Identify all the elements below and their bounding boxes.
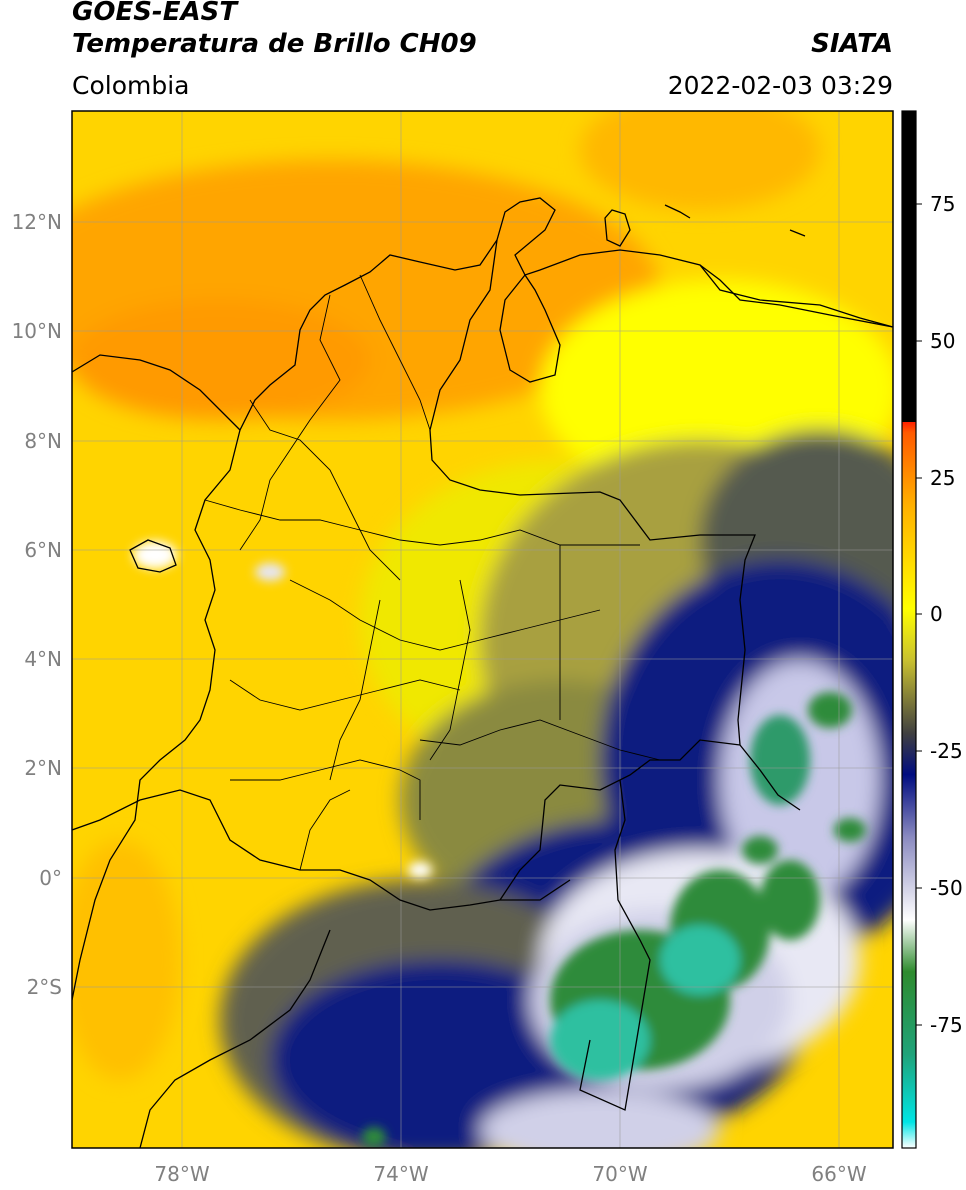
colorbar-ticks — [916, 203, 922, 1026]
lat-tick-label: 6°N — [24, 538, 62, 562]
colorbar-tick-label: -25 — [930, 739, 963, 763]
title-satellite: GOES-EAST — [72, 0, 238, 27]
peru-border — [579, 779, 651, 1111]
boundaries — [72, 197, 893, 1148]
lon-tick-label: 78°W — [154, 1162, 210, 1186]
lat-tick-label: 2°S — [26, 975, 62, 999]
colorbar-tick-label: 0 — [930, 602, 943, 626]
brand-label: SIATA — [811, 29, 893, 59]
peru-coast — [139, 929, 331, 1148]
ecuador-border — [72, 789, 571, 911]
datetime-label: 2022-02-03 03:29 — [667, 71, 893, 100]
pacific-coast — [72, 429, 241, 1001]
region-label: Colombia — [72, 71, 190, 100]
lat-tick-label: 12°N — [11, 210, 62, 234]
colorbar-tick-label: -50 — [930, 876, 963, 900]
maracaibo-lake — [499, 273, 561, 383]
lat-tick-label: 8°N — [24, 429, 62, 453]
venezuela-east-coast — [699, 264, 893, 328]
lat-tick-label: 4°N — [24, 647, 62, 671]
title-product: Temperatura de Brillo CH09 — [72, 29, 477, 59]
map-frame — [71, 110, 894, 1149]
gridlines — [72, 111, 893, 1148]
islands — [129, 204, 806, 573]
colombia-brazil-border — [499, 739, 741, 901]
lat-tick-label: 2°N — [24, 756, 62, 780]
colorbar-tick-label: -75 — [930, 1013, 963, 1037]
internal-departments — [204, 274, 661, 871]
lon-tick-label: 70°W — [592, 1162, 648, 1186]
lat-tick-label: 0° — [39, 866, 62, 890]
colorbar — [902, 111, 916, 1148]
colorbar-tick-label: 75 — [930, 192, 956, 216]
colorbar-tick-label: 50 — [930, 329, 956, 353]
lat-tick-label: 10°N — [11, 319, 62, 343]
map-image-layer — [72, 111, 893, 1148]
lon-tick-label: 66°W — [811, 1162, 867, 1186]
cold-cloud-tops — [133, 541, 866, 1147]
colombia-venezuela-border — [429, 239, 801, 811]
colorbar-frame — [901, 110, 917, 1149]
lon-tick-label: 74°W — [373, 1162, 429, 1186]
colorbar-tick-label: 25 — [930, 466, 956, 490]
